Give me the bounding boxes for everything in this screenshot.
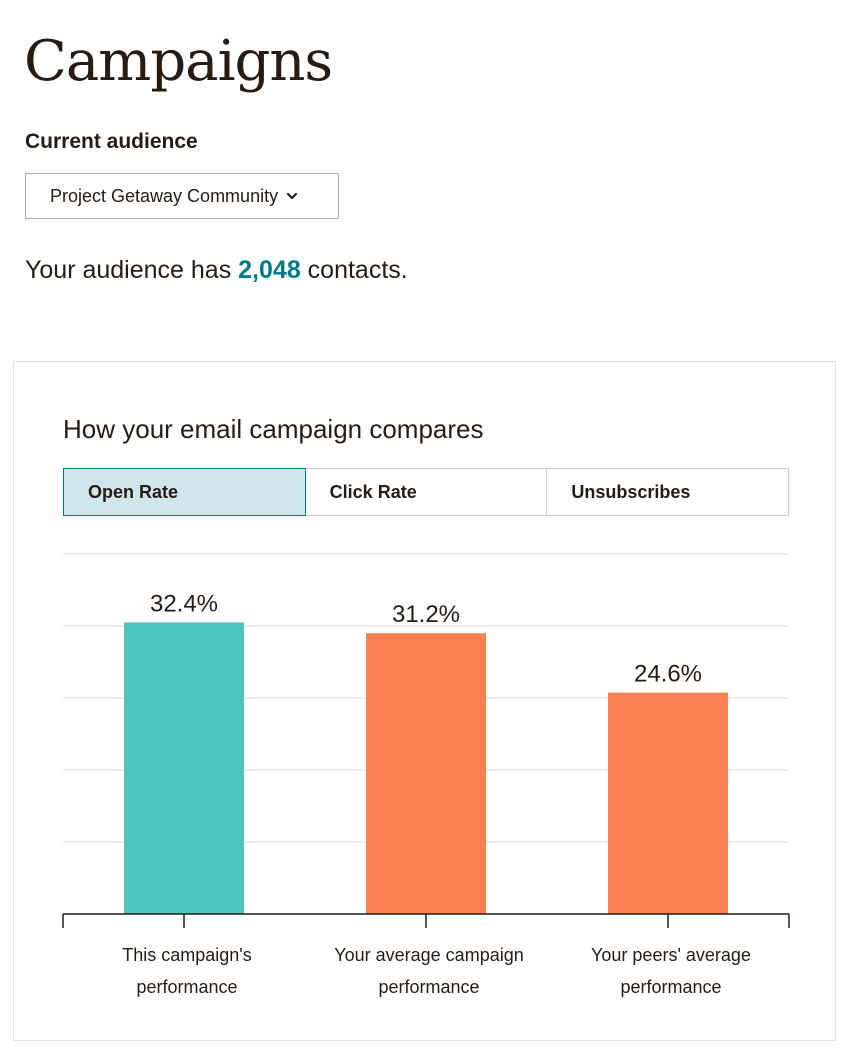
category-label: This campaign's bbox=[122, 945, 252, 965]
current-audience-label: Current audience bbox=[25, 130, 198, 153]
audience-dropdown[interactable]: Project Getaway Community bbox=[25, 173, 339, 219]
contacts-count: 2,048 bbox=[238, 256, 301, 284]
comparison-title: How your email campaign compares bbox=[63, 414, 484, 444]
bar-1 bbox=[124, 622, 244, 914]
metric-tabs: Open Rate Click Rate Unsubscribes bbox=[63, 468, 790, 516]
tab-unsubscribes[interactable]: Unsubscribes bbox=[547, 468, 790, 516]
chevron-down-icon bbox=[286, 192, 298, 200]
category-label: performance bbox=[620, 977, 721, 997]
bar-value-label: 32.4% bbox=[150, 590, 218, 617]
category-label: Your average campaign bbox=[334, 945, 523, 965]
bar-2 bbox=[366, 633, 486, 914]
bar-value-label: 24.6% bbox=[634, 661, 702, 688]
page-title: Campaigns bbox=[24, 29, 333, 94]
bar-value-label: 31.2% bbox=[392, 601, 460, 628]
contacts-prefix: Your audience has bbox=[25, 256, 232, 284]
category-label: Your peers' average bbox=[591, 945, 751, 965]
audience-contacts-summary: Your audience has 2,048 contacts. bbox=[25, 253, 408, 287]
comparison-bar-chart: 32.4% This campaign's performance 31.2% Your… bbox=[62, 553, 790, 997]
audience-dropdown-value: Project Getaway Community bbox=[50, 185, 279, 206]
category-label: performance bbox=[378, 977, 479, 997]
contacts-suffix: contacts. bbox=[307, 256, 408, 284]
tab-open-rate[interactable]: Open Rate bbox=[63, 468, 306, 516]
bar-3 bbox=[608, 692, 728, 914]
category-label: performance bbox=[136, 977, 237, 997]
campaign-comparison-card: How your email campaign compares Open Ra… bbox=[13, 361, 836, 1041]
tab-click-rate[interactable]: Click Rate bbox=[305, 468, 548, 516]
